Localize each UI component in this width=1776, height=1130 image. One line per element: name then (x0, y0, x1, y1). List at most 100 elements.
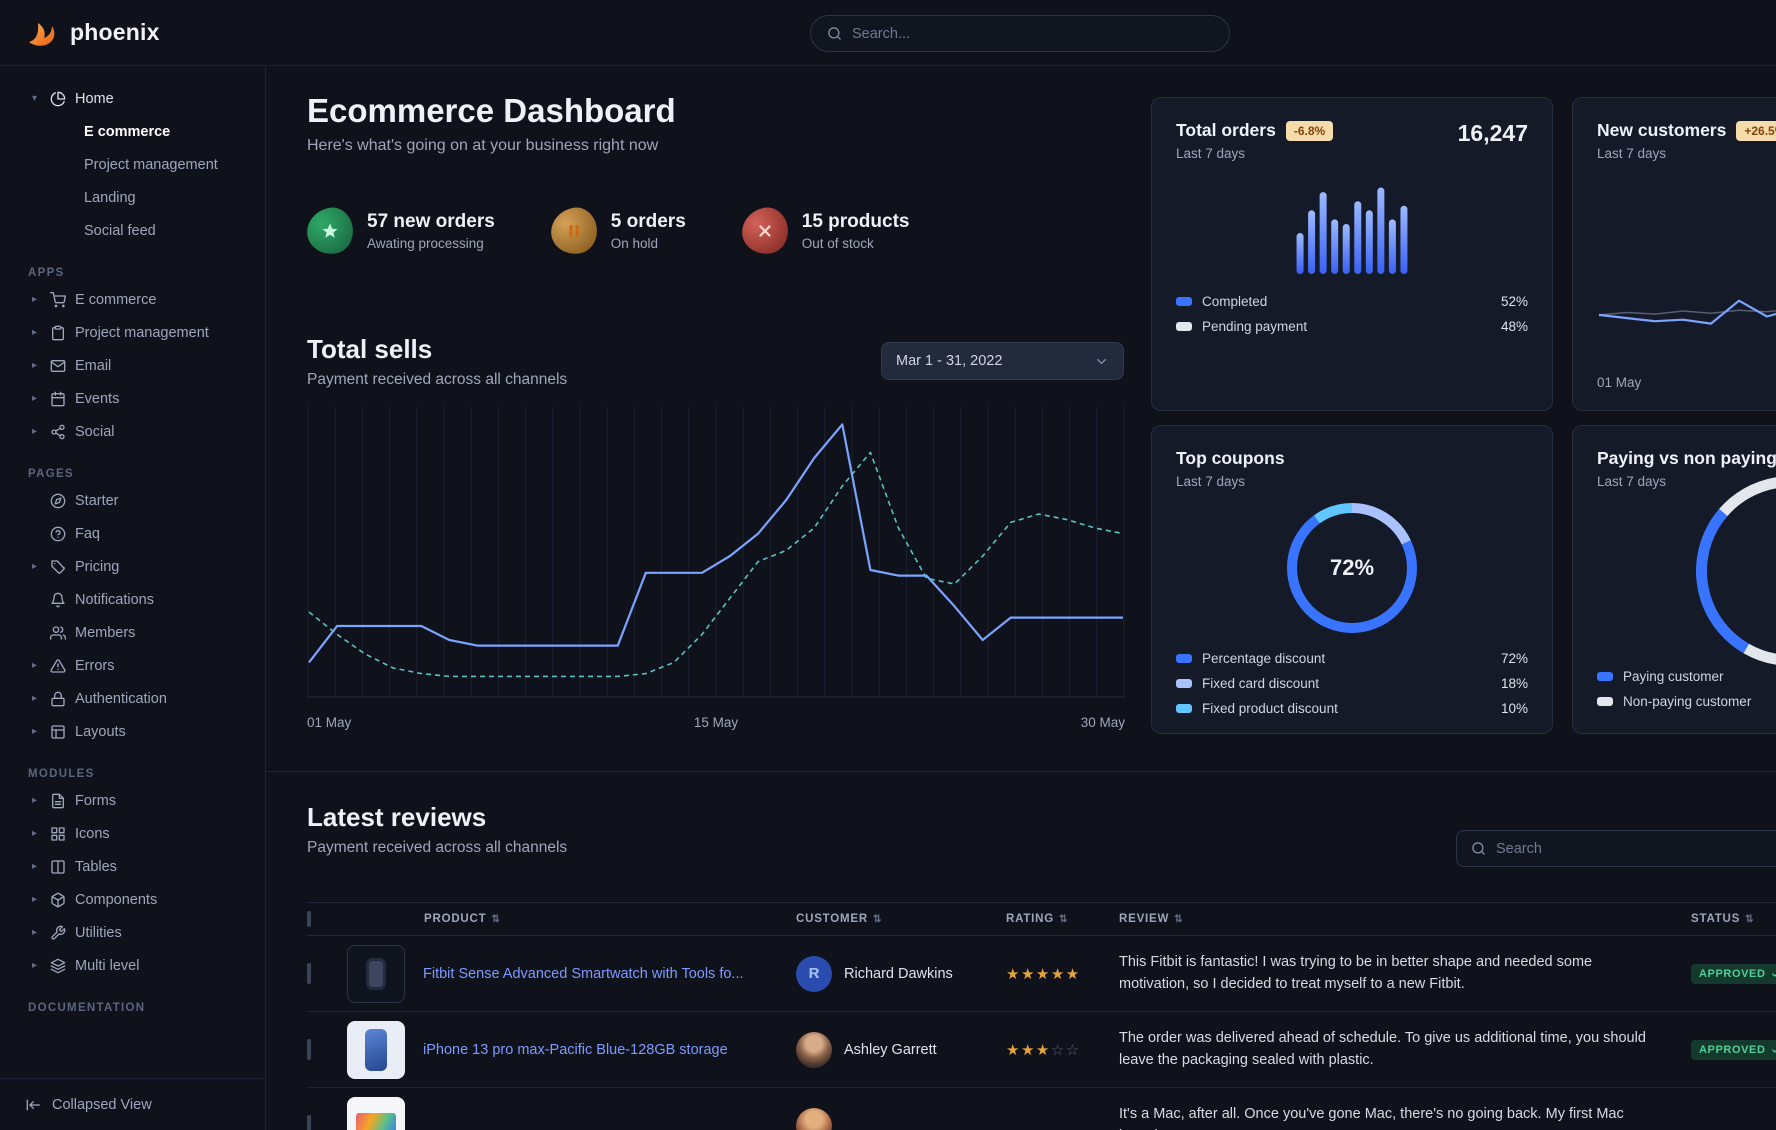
sidebar-section-documentation: DOCUMENTATION (28, 1002, 146, 1014)
card-period: Last 7 days (1176, 474, 1246, 489)
rating-stars: ★★★☆☆ (1006, 1041, 1081, 1059)
avatar: R (796, 955, 832, 992)
sidebar-item-social[interactable]: Social (0, 415, 265, 448)
product-link[interactable]: Fitbit Sense Advanced Smartwatch with To… (423, 965, 744, 982)
bell-icon (50, 592, 66, 608)
x-tick: 01 May (1597, 375, 1642, 390)
column-header-product[interactable]: PRODUCT (424, 913, 487, 925)
sidebar-item-home[interactable]: Home (0, 82, 265, 115)
sidebar-section-pages: PAGES (28, 468, 74, 480)
sidebar-item-members[interactable]: Members (0, 616, 265, 649)
collapsed-view-label: Collapsed View (52, 1096, 152, 1113)
sidebar-item-starter[interactable]: Starter (0, 484, 265, 517)
legend-row: Pending payment 48% (1176, 319, 1528, 334)
row-checkbox[interactable] (307, 1038, 311, 1060)
sidebar-item-home-social-feed[interactable]: Social feed (84, 222, 156, 239)
on-hold-blob (547, 204, 601, 258)
sort-icon[interactable] (491, 913, 500, 925)
column-header-customer[interactable]: CUSTOMER (796, 913, 868, 925)
search-icon (827, 26, 842, 41)
coupons-legend: Percentage discount 72% Fixed card disco… (1176, 651, 1528, 716)
check-icon (1771, 1045, 1776, 1055)
sidebar-item-multi-level[interactable]: Multi level (0, 949, 265, 982)
legend-row: Percentage discount 72% (1176, 651, 1528, 666)
caret-right-icon (28, 660, 41, 671)
caret-right-icon (28, 861, 41, 872)
x-icon (756, 222, 774, 240)
reviews-subtitle: Payment received across all channels (307, 839, 568, 856)
rating-stars: ★★★★★ (1006, 965, 1081, 983)
sidebar-item-faq[interactable]: Faq (0, 517, 265, 550)
global-search-input[interactable] (852, 25, 1213, 42)
card-period: Last 7 days (1597, 146, 1667, 161)
collapsed-view-toggle[interactable]: Collapsed View (0, 1078, 265, 1130)
caret-right-icon (28, 894, 41, 905)
reviews-search-input[interactable] (1496, 840, 1776, 857)
trend-badge: -6.8% (1285, 120, 1334, 141)
package-icon (50, 892, 66, 908)
caret-right-icon (28, 426, 41, 437)
file-text-icon (50, 793, 66, 809)
sidebar-item-home-ecommerce[interactable]: E commerce (84, 123, 171, 140)
sidebar-item-label: Tables (75, 858, 117, 875)
review-text: This Fitbit is fantastic! I was trying t… (1119, 954, 1593, 992)
reviews-search[interactable] (1456, 830, 1776, 867)
sidebar-item-errors[interactable]: Errors (0, 649, 265, 682)
sort-icon[interactable] (1174, 913, 1183, 925)
sort-icon[interactable] (873, 913, 882, 925)
column-header-rating[interactable]: RATING (1006, 913, 1055, 925)
search-icon (1471, 841, 1486, 856)
legend-value: 18% (1500, 676, 1528, 691)
new-orders-blob (303, 204, 357, 258)
row-checkbox[interactable] (307, 962, 311, 984)
legend-swatch (1176, 704, 1192, 713)
date-range-select[interactable]: Mar 1 - 31, 2022 (881, 342, 1124, 380)
sidebar-item-email[interactable]: Email (0, 349, 265, 382)
total-sells-chart (307, 406, 1125, 698)
caret-right-icon (28, 294, 41, 305)
total-orders-card: Total orders -6.8% Last 7 days 16,247 Co… (1151, 97, 1553, 411)
out-of-stock-blob (738, 204, 792, 258)
pie-chart-icon (50, 91, 66, 107)
legend-row: Fixed card discount 18% (1176, 676, 1528, 691)
sidebar-item-layouts[interactable]: Layouts (0, 715, 265, 748)
sidebar-item-notifications[interactable]: Notifications (0, 583, 265, 616)
stat-caption: Awating processing (367, 236, 484, 251)
page-subtitle: Here's what's going on at your business … (307, 137, 659, 154)
new-customers-card: New customers +26.5% Last 7 days 01 May (1572, 97, 1776, 411)
select-all-checkbox[interactable] (307, 911, 311, 927)
card-title: Total orders (1176, 120, 1276, 140)
stat-orders-on-hold: 5 orders On hold (547, 204, 686, 258)
sidebar-item-ecommerce[interactable]: E commerce (0, 283, 265, 316)
coupons-donut-wrap: 72% (1287, 503, 1417, 633)
x-tick: 01 May (307, 715, 352, 730)
sidebar-item-home-project-management[interactable]: Project management (84, 156, 218, 173)
sidebar-item-label: Faq (75, 525, 100, 542)
sort-icon[interactable] (1745, 913, 1754, 925)
sidebar-item-label: Icons (75, 825, 110, 842)
sort-icon[interactable] (1059, 913, 1068, 925)
tag-icon (50, 559, 66, 575)
sidebar-item-label: Starter (75, 492, 119, 509)
sidebar-item-pricing[interactable]: Pricing (0, 550, 265, 583)
sidebar-item-project-management[interactable]: Project management (0, 316, 265, 349)
star-icon (321, 222, 339, 240)
sidebar-item-components[interactable]: Components (0, 883, 265, 916)
brand[interactable]: phoenix (26, 16, 160, 50)
sidebar-item-label: E commerce (75, 291, 157, 308)
sidebar-item-home-landing[interactable]: Landing (84, 189, 136, 206)
compass-icon (50, 493, 66, 509)
row-checkbox[interactable] (307, 1114, 311, 1130)
sidebar-item-authentication[interactable]: Authentication (0, 682, 265, 715)
product-link[interactable]: iPhone 13 pro max-Pacific Blue-128GB sto… (423, 1041, 728, 1058)
column-header-status[interactable]: STATUS (1691, 913, 1741, 925)
column-header-review[interactable]: REVIEW (1119, 913, 1170, 925)
check-icon (1771, 969, 1776, 979)
sidebar-item-forms[interactable]: Forms (0, 784, 265, 817)
sidebar-item-utilities[interactable]: Utilities (0, 916, 265, 949)
global-search[interactable] (810, 15, 1230, 52)
legend-row: Fixed product discount 10% (1176, 701, 1528, 716)
sidebar-item-events[interactable]: Events (0, 382, 265, 415)
sidebar-item-tables[interactable]: Tables (0, 850, 265, 883)
sidebar-item-icons[interactable]: Icons (0, 817, 265, 850)
